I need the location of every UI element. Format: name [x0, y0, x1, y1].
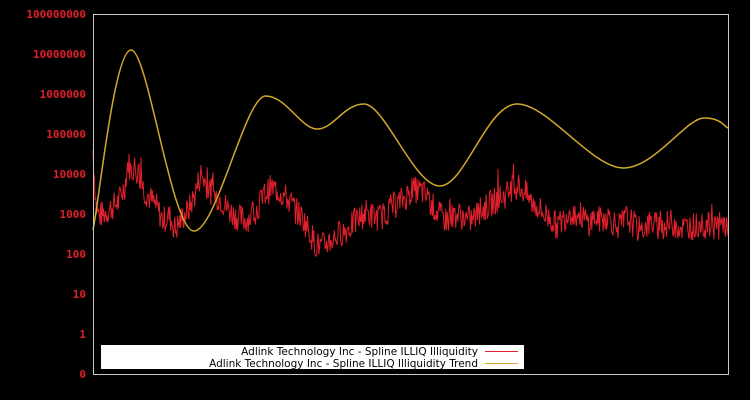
- y-tick-label: 1000: [60, 208, 87, 221]
- legend-box: [101, 345, 524, 369]
- y-axis-ticks: 1000000001000000010000001000001000010001…: [26, 8, 86, 381]
- y-tick-label: 10000000: [33, 48, 86, 61]
- legend: Adlink Technology Inc - Spline ILLIQ Ill…: [101, 345, 524, 370]
- series-illiquidity-line: [92, 150, 729, 257]
- legend-label-trend: Adlink Technology Inc - Spline ILLIQ Ill…: [209, 358, 478, 370]
- y-tick-label: 1000000: [40, 88, 86, 101]
- legend-label-illiquidity: Adlink Technology Inc - Spline ILLIQ Ill…: [241, 346, 478, 358]
- y-tick-label: 100000: [46, 128, 86, 141]
- y-tick-label: 1: [79, 328, 86, 341]
- y-tick-label: 10000: [53, 168, 86, 181]
- series-trend-line: [92, 49, 729, 232]
- y-tick-label: 100: [66, 248, 86, 261]
- plot-frame: [93, 14, 729, 375]
- plot-area: [92, 49, 729, 257]
- y-tick-label: 0: [79, 368, 86, 381]
- y-tick-label: 100000000: [26, 8, 86, 21]
- y-tick-label: 10: [73, 288, 86, 301]
